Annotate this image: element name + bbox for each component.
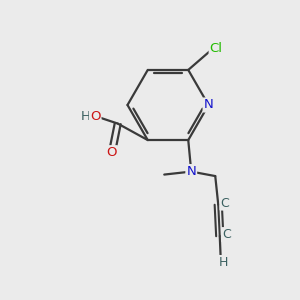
Text: N: N [186, 165, 196, 178]
Text: H: H [219, 256, 228, 269]
Text: C: C [222, 228, 231, 241]
Text: H: H [81, 110, 91, 123]
Text: O: O [90, 110, 101, 123]
Text: Cl: Cl [210, 41, 223, 55]
Text: O: O [106, 146, 117, 159]
Text: C: C [220, 196, 229, 210]
Text: N: N [204, 98, 213, 112]
